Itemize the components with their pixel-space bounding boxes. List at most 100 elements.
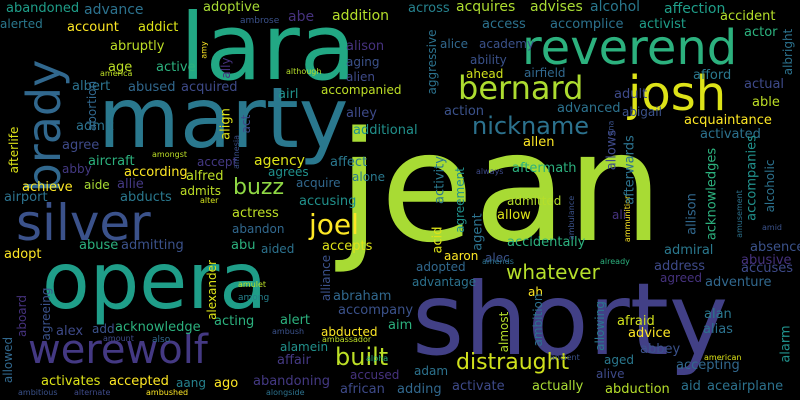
word-whatever: whatever [506, 260, 600, 284]
word-aided: aided [261, 242, 295, 256]
word-built: built [335, 343, 389, 371]
word-alice: alice [440, 37, 469, 51]
word-ahead: ahead [466, 67, 504, 81]
word-affair: affair [277, 353, 311, 368]
word-almost: almost [497, 311, 511, 353]
word-allowing: allowing [593, 301, 607, 351]
word-accepted: accepted [109, 374, 169, 389]
word-alex: alex [56, 324, 84, 339]
word-abigail: abigail [622, 105, 662, 119]
word-amid: amid [762, 223, 782, 232]
word-aang: aang [176, 376, 206, 390]
word-accept: accept [197, 155, 238, 169]
word-abortion: abortion [85, 80, 99, 132]
word-alter: alter [200, 196, 219, 205]
word-agrees: agrees [268, 165, 309, 179]
word-actress: actress [232, 206, 279, 221]
word-amy: amy [199, 41, 209, 59]
word-admiral: admiral [664, 243, 714, 258]
word-allowed: allowed [1, 336, 15, 384]
word-adding: adding [397, 382, 442, 397]
word-always: always [476, 167, 504, 176]
word-alert: alert [280, 313, 311, 328]
word-actual: actual [744, 77, 785, 92]
word-absence: absence [750, 240, 800, 255]
word-adventure: adventure [705, 275, 772, 290]
word-amends: amends [482, 257, 514, 266]
word-ambushed: ambushed [146, 388, 189, 397]
word-addict: addict [138, 20, 179, 35]
word-abduction: abduction [605, 382, 670, 397]
word-brady: brady [17, 59, 71, 193]
word-abruptly: abruptly [110, 39, 165, 54]
word-alfred: alfred [186, 169, 224, 184]
word-acid: acid [430, 226, 446, 254]
word-josh: josh [628, 66, 727, 122]
word-advance: advance [84, 2, 144, 18]
word-abraham: abraham [333, 289, 392, 304]
word-aim: aim [388, 318, 413, 333]
word-accepting: accepting [676, 358, 740, 373]
word-shorty: shorty [412, 261, 729, 378]
word-alongside: alongside [266, 388, 305, 397]
word-alone: alone [352, 170, 386, 184]
word-ally: ally [219, 57, 233, 79]
word-abandoning: abandoning [253, 374, 330, 389]
word-amnesia: amnesia [231, 135, 241, 169]
word-among: among [238, 293, 270, 303]
word-werewolf: werewolf [28, 327, 208, 373]
word-addition: addition [332, 8, 390, 24]
word-ali: ali [612, 208, 627, 222]
word-also: also [152, 335, 171, 345]
word-age: age [108, 60, 133, 75]
word-acting: acting [214, 314, 255, 329]
word-agreed: agreed [660, 271, 703, 285]
word-abducts: abducts [120, 190, 172, 205]
word-accident: accident [720, 9, 776, 24]
word-aged: aged [604, 353, 634, 367]
word-act: act [239, 114, 253, 134]
word-abe: abe [288, 9, 315, 25]
word-abuse: abuse [79, 238, 119, 253]
word-aide: aide [84, 178, 110, 192]
word-additional: additional [353, 123, 418, 138]
word-accompanied: accompanied [321, 83, 402, 97]
word-acquire: acquire [296, 176, 341, 190]
word-airl: airl [278, 87, 299, 102]
word-bernard: bernard [458, 69, 584, 107]
word-alerted: alerted [0, 17, 43, 31]
word-advises: advises [530, 0, 583, 15]
word-admit: admit [76, 119, 114, 134]
word-adopted: adopted [416, 260, 466, 274]
word-active: active [156, 60, 196, 75]
word-airport: airport [4, 190, 48, 205]
word-alcoholic: alcoholic [763, 159, 777, 213]
word-lara: lara [180, 0, 357, 101]
word-afraid: afraid [617, 314, 655, 329]
word-marty: marty [98, 69, 349, 167]
word-acknowledges: acknowledges [704, 147, 720, 241]
word-acquired: acquired [181, 80, 238, 95]
word-agree: agree [62, 138, 100, 153]
word-affect: affect [330, 155, 368, 170]
word-across: across [408, 1, 450, 16]
word-accuses: accuses [741, 261, 794, 276]
word-agency: agency [254, 153, 305, 169]
word-nickname: nickname [472, 112, 590, 140]
word-activated: activated [700, 127, 761, 142]
word-america: america [100, 69, 133, 78]
word-alison: alison [346, 39, 385, 54]
word-allie: allie [117, 177, 144, 192]
word-activist: activist [639, 17, 686, 32]
word-actor: actor [744, 25, 778, 40]
word-adoptive: adoptive [203, 0, 260, 15]
word-alcohol: alcohol [590, 0, 641, 15]
word-align: align [218, 108, 234, 140]
word-afterwards: afterwards [622, 135, 638, 205]
word-admitted: admitted [507, 194, 562, 208]
word-ambassador: ambassador [322, 335, 372, 344]
word-admits: admits [180, 184, 221, 198]
word-abandon: abandon [232, 222, 285, 236]
word-alley: alley [346, 106, 377, 121]
word-alan: alan [704, 307, 732, 322]
